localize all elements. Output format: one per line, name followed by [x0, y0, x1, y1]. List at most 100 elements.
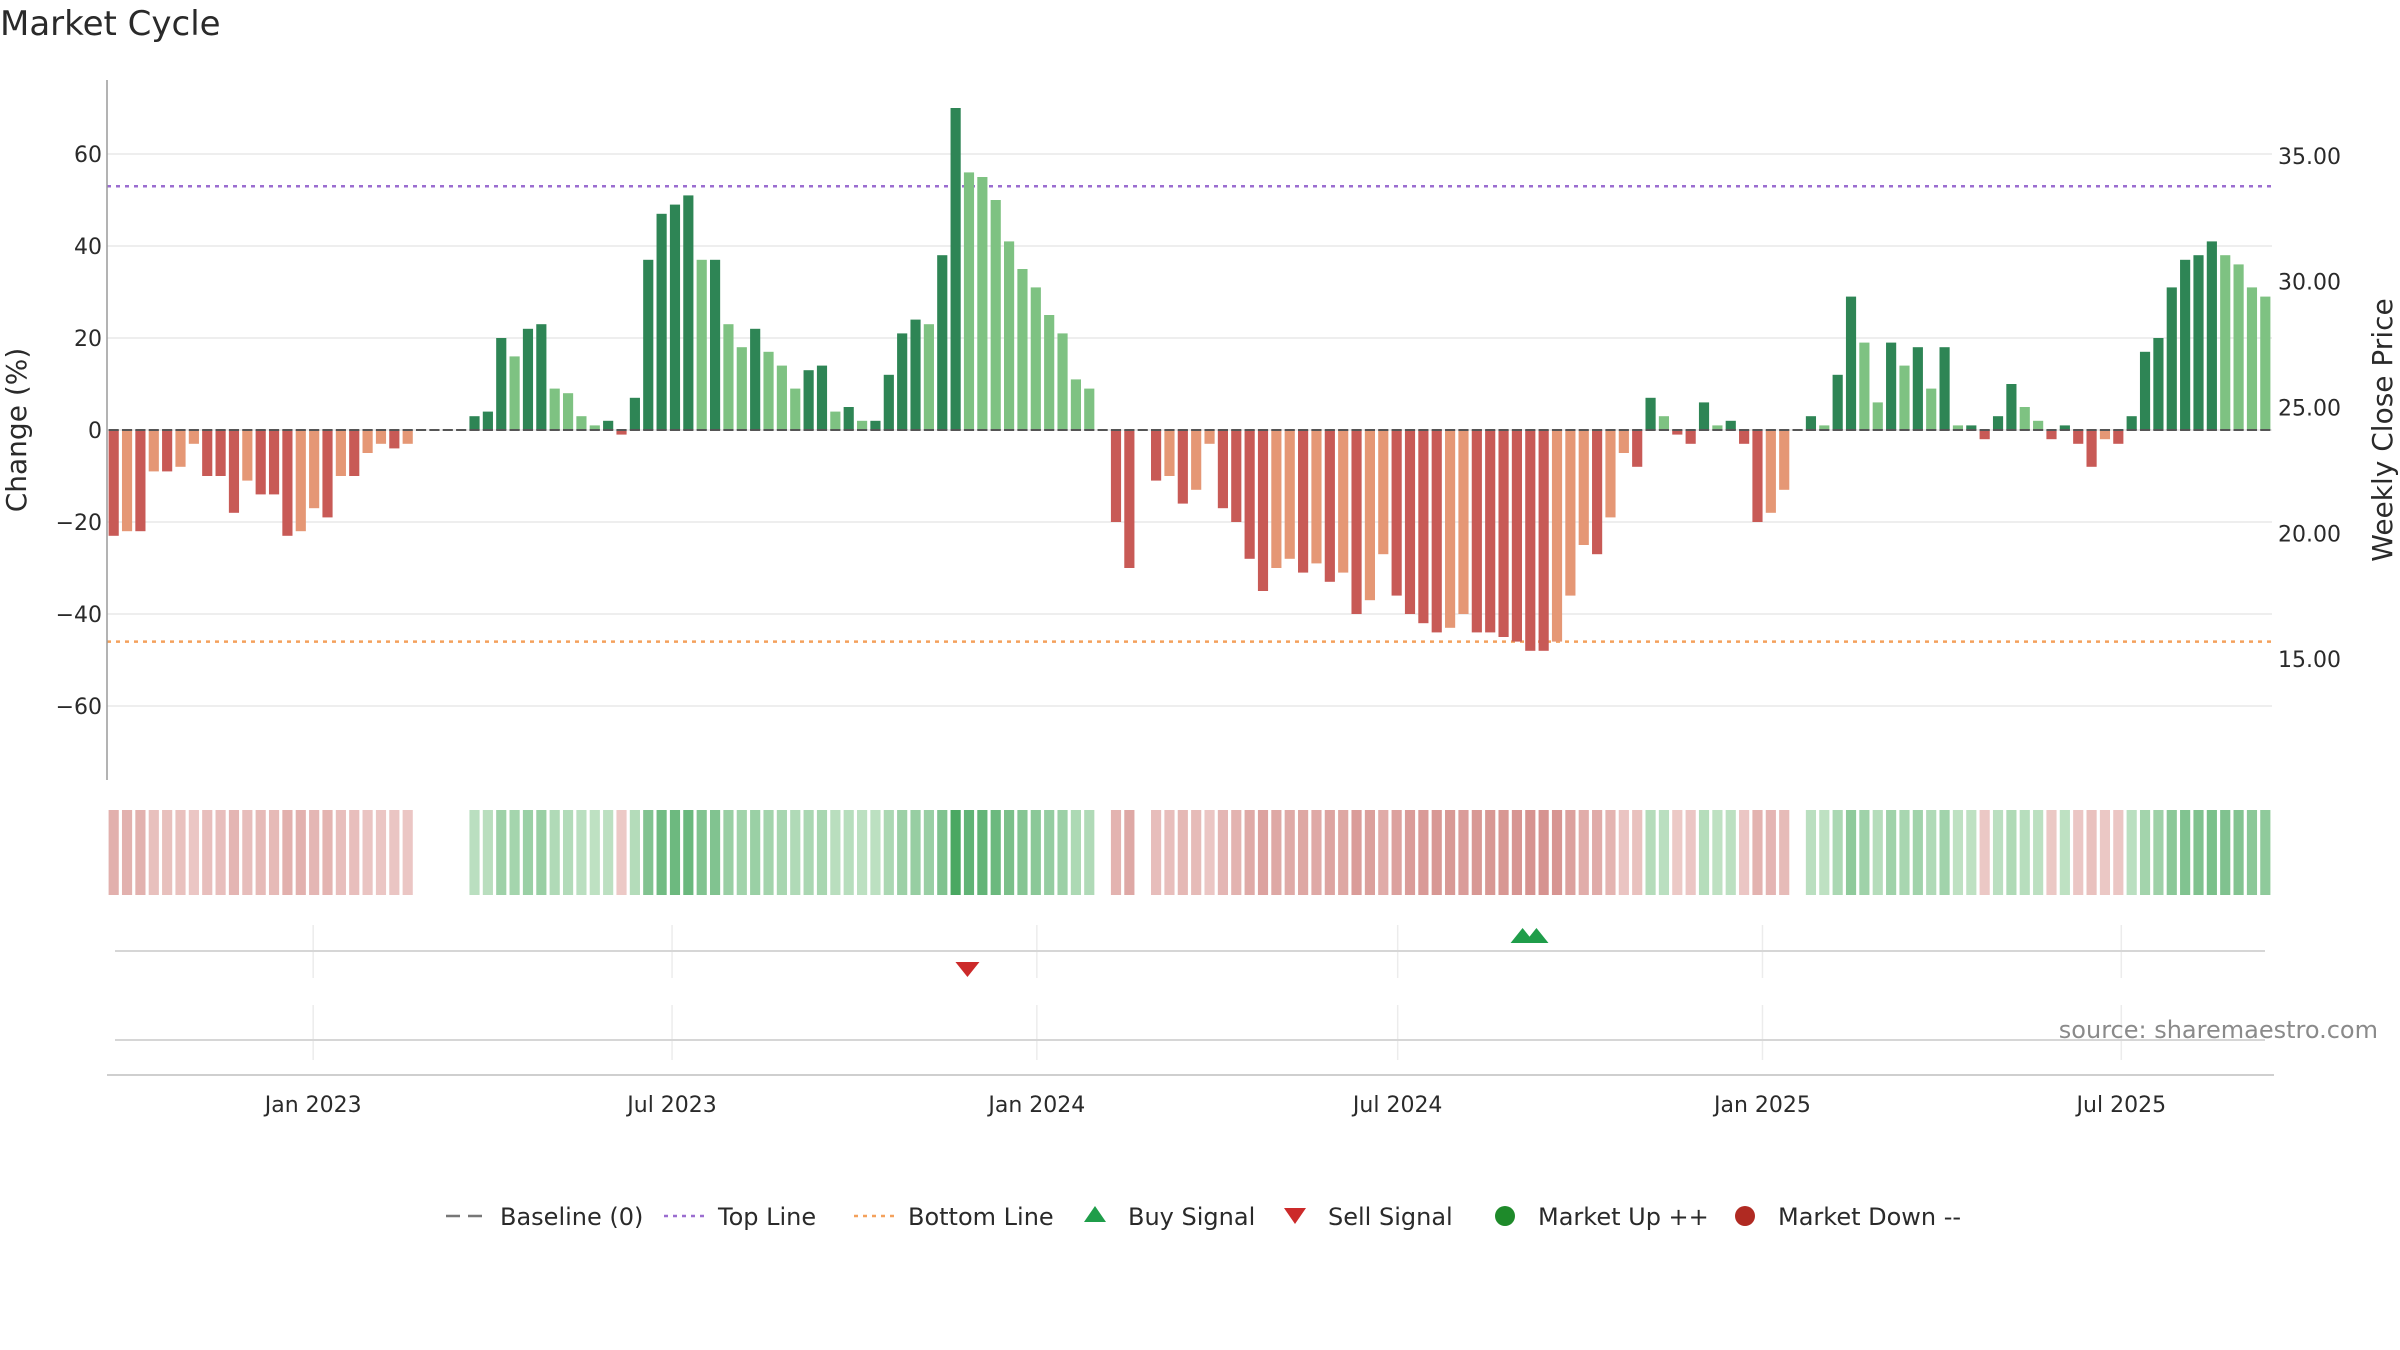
grid-layer [107, 153, 2272, 707]
bar [268, 430, 280, 495]
heat-cell [1698, 810, 1710, 895]
bar [228, 430, 240, 513]
bar [1471, 430, 1482, 633]
x-tick-label: Jan 2025 [1712, 1093, 1811, 1118]
bar [1605, 430, 1616, 518]
x-tick-label: Jan 2024 [986, 1093, 1085, 1118]
bar [1351, 430, 1362, 614]
heat-cell [1044, 810, 1055, 895]
heat-cell [335, 810, 346, 895]
heat-cell [1992, 810, 2004, 895]
bar [375, 430, 387, 444]
heat-cell [683, 810, 694, 895]
bar [2113, 430, 2124, 444]
heat-cell [1204, 810, 1215, 895]
bar [1164, 430, 1175, 476]
bar [1992, 416, 2004, 430]
heat-cell [1298, 810, 1309, 895]
bar [389, 430, 400, 449]
bar [2233, 264, 2244, 430]
heat-cell [1017, 810, 1028, 895]
bar [2019, 407, 2030, 430]
bar [1498, 430, 1509, 637]
bar [709, 259, 721, 430]
heat-cell [1952, 810, 1964, 895]
legend-label: Top Line [717, 1203, 816, 1231]
heat-cell [215, 810, 226, 895]
bar [977, 177, 988, 430]
heat-cell [1097, 810, 1108, 895]
heat-cell [1672, 810, 1683, 895]
bar [616, 430, 627, 435]
bar [1364, 430, 1375, 601]
bar [1338, 430, 1349, 573]
bar [1979, 430, 1990, 440]
legend-item: Market Up ++ [1495, 1203, 1709, 1231]
heat-cell [2126, 810, 2137, 895]
heat-cell [1832, 810, 1843, 895]
heat-cell [2086, 810, 2097, 895]
bar [469, 416, 480, 430]
bar [362, 430, 373, 453]
heat-cell [108, 810, 119, 895]
heat-cell [629, 810, 640, 895]
bar [1725, 420, 1736, 430]
bar [1872, 402, 1883, 430]
heat-cell [1605, 810, 1616, 895]
bar [1070, 379, 1081, 430]
heat-cell [1445, 810, 1456, 895]
bar [1525, 430, 1536, 651]
legend-market-down-icon [1735, 1206, 1755, 1226]
legend-item: Market Down -- [1735, 1203, 1961, 1231]
bar [763, 351, 774, 430]
heat-cell [1217, 810, 1228, 895]
heat-cell [897, 810, 908, 895]
bar [1765, 430, 1776, 513]
heat-cell [456, 810, 467, 895]
legend-label: Market Up ++ [1538, 1203, 1709, 1231]
heat-cell [1939, 810, 1950, 895]
right-tick-label: 35.00 [2278, 145, 2341, 170]
bar [1618, 430, 1629, 453]
x-tick-label: Jan 2023 [263, 1093, 362, 1118]
heat-cell [1592, 810, 1603, 895]
right-tick-label: 25.00 [2278, 396, 2341, 421]
heat-cell [750, 810, 761, 895]
right-tick-label: 20.00 [2278, 522, 2341, 547]
heat-cell [990, 810, 1001, 895]
bar [2246, 287, 2258, 430]
bar [1551, 430, 1563, 642]
bar [2180, 259, 2191, 430]
heat-cell [1351, 810, 1362, 895]
heat-cell [1551, 810, 1563, 895]
heat-cell [496, 810, 507, 895]
bar [963, 172, 975, 430]
bars-layer [108, 108, 2271, 651]
heat-cell [2220, 810, 2231, 895]
heat-cell [616, 810, 627, 895]
legend-market-up-icon [1495, 1206, 1515, 1226]
legend-label: Market Down -- [1778, 1203, 1961, 1231]
bar [2260, 296, 2271, 430]
legend-item: Buy Signal [1084, 1203, 1255, 1231]
heat-cell [1538, 810, 1549, 895]
heat-cell [2260, 810, 2271, 895]
legend-label: Buy Signal [1128, 1203, 1255, 1231]
bar [1057, 333, 1068, 430]
bar [1779, 430, 1790, 490]
bar [2166, 287, 2177, 430]
bar [148, 430, 159, 472]
bar [576, 416, 587, 430]
heat-cell [1645, 810, 1656, 895]
heat-cell [857, 810, 868, 895]
bar [816, 365, 828, 430]
bar [1819, 425, 1830, 430]
bar [1404, 430, 1416, 614]
bar [2006, 384, 2017, 430]
source-label: source: sharemaestro.com [2059, 1016, 2378, 1044]
heat-cell [843, 810, 854, 895]
heat-cell [589, 810, 600, 895]
bar [897, 333, 908, 430]
bar [1485, 430, 1496, 633]
bar [2193, 255, 2204, 430]
